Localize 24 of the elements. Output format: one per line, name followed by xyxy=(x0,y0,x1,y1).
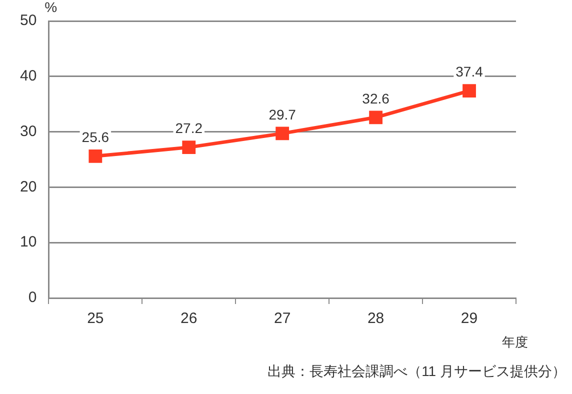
point xyxy=(276,126,290,140)
point xyxy=(88,149,102,163)
y-axis-title: % xyxy=(44,0,58,15)
point xyxy=(182,140,196,154)
y-tick-label: 20 xyxy=(20,178,37,196)
y-tick-label: 30 xyxy=(20,122,37,140)
y-tick-label: 10 xyxy=(20,234,37,251)
y-tick-label: 40 xyxy=(20,68,37,85)
point xyxy=(369,110,383,124)
data-label: 37.4 xyxy=(456,64,484,80)
x-tick-label: 26 xyxy=(180,310,198,328)
y-tick-label: 50 xyxy=(20,12,37,30)
x-tick-label: 28 xyxy=(367,310,384,328)
data-label: 32.6 xyxy=(362,90,390,106)
data-label: 29.7 xyxy=(268,106,296,122)
y-tick-label: 0 xyxy=(28,289,37,306)
source-note: 出典：長寿社会課調べ（11 月サービス提供分） xyxy=(268,362,566,379)
x-axis-title: 年度 xyxy=(502,334,528,350)
point xyxy=(462,84,476,98)
data-label: 25.6 xyxy=(82,129,110,146)
data-label: 27.2 xyxy=(175,120,203,136)
x-tick-label: 29 xyxy=(460,310,478,328)
x-tick-label: 25 xyxy=(87,310,104,328)
x-tick-label: 27 xyxy=(274,310,291,328)
